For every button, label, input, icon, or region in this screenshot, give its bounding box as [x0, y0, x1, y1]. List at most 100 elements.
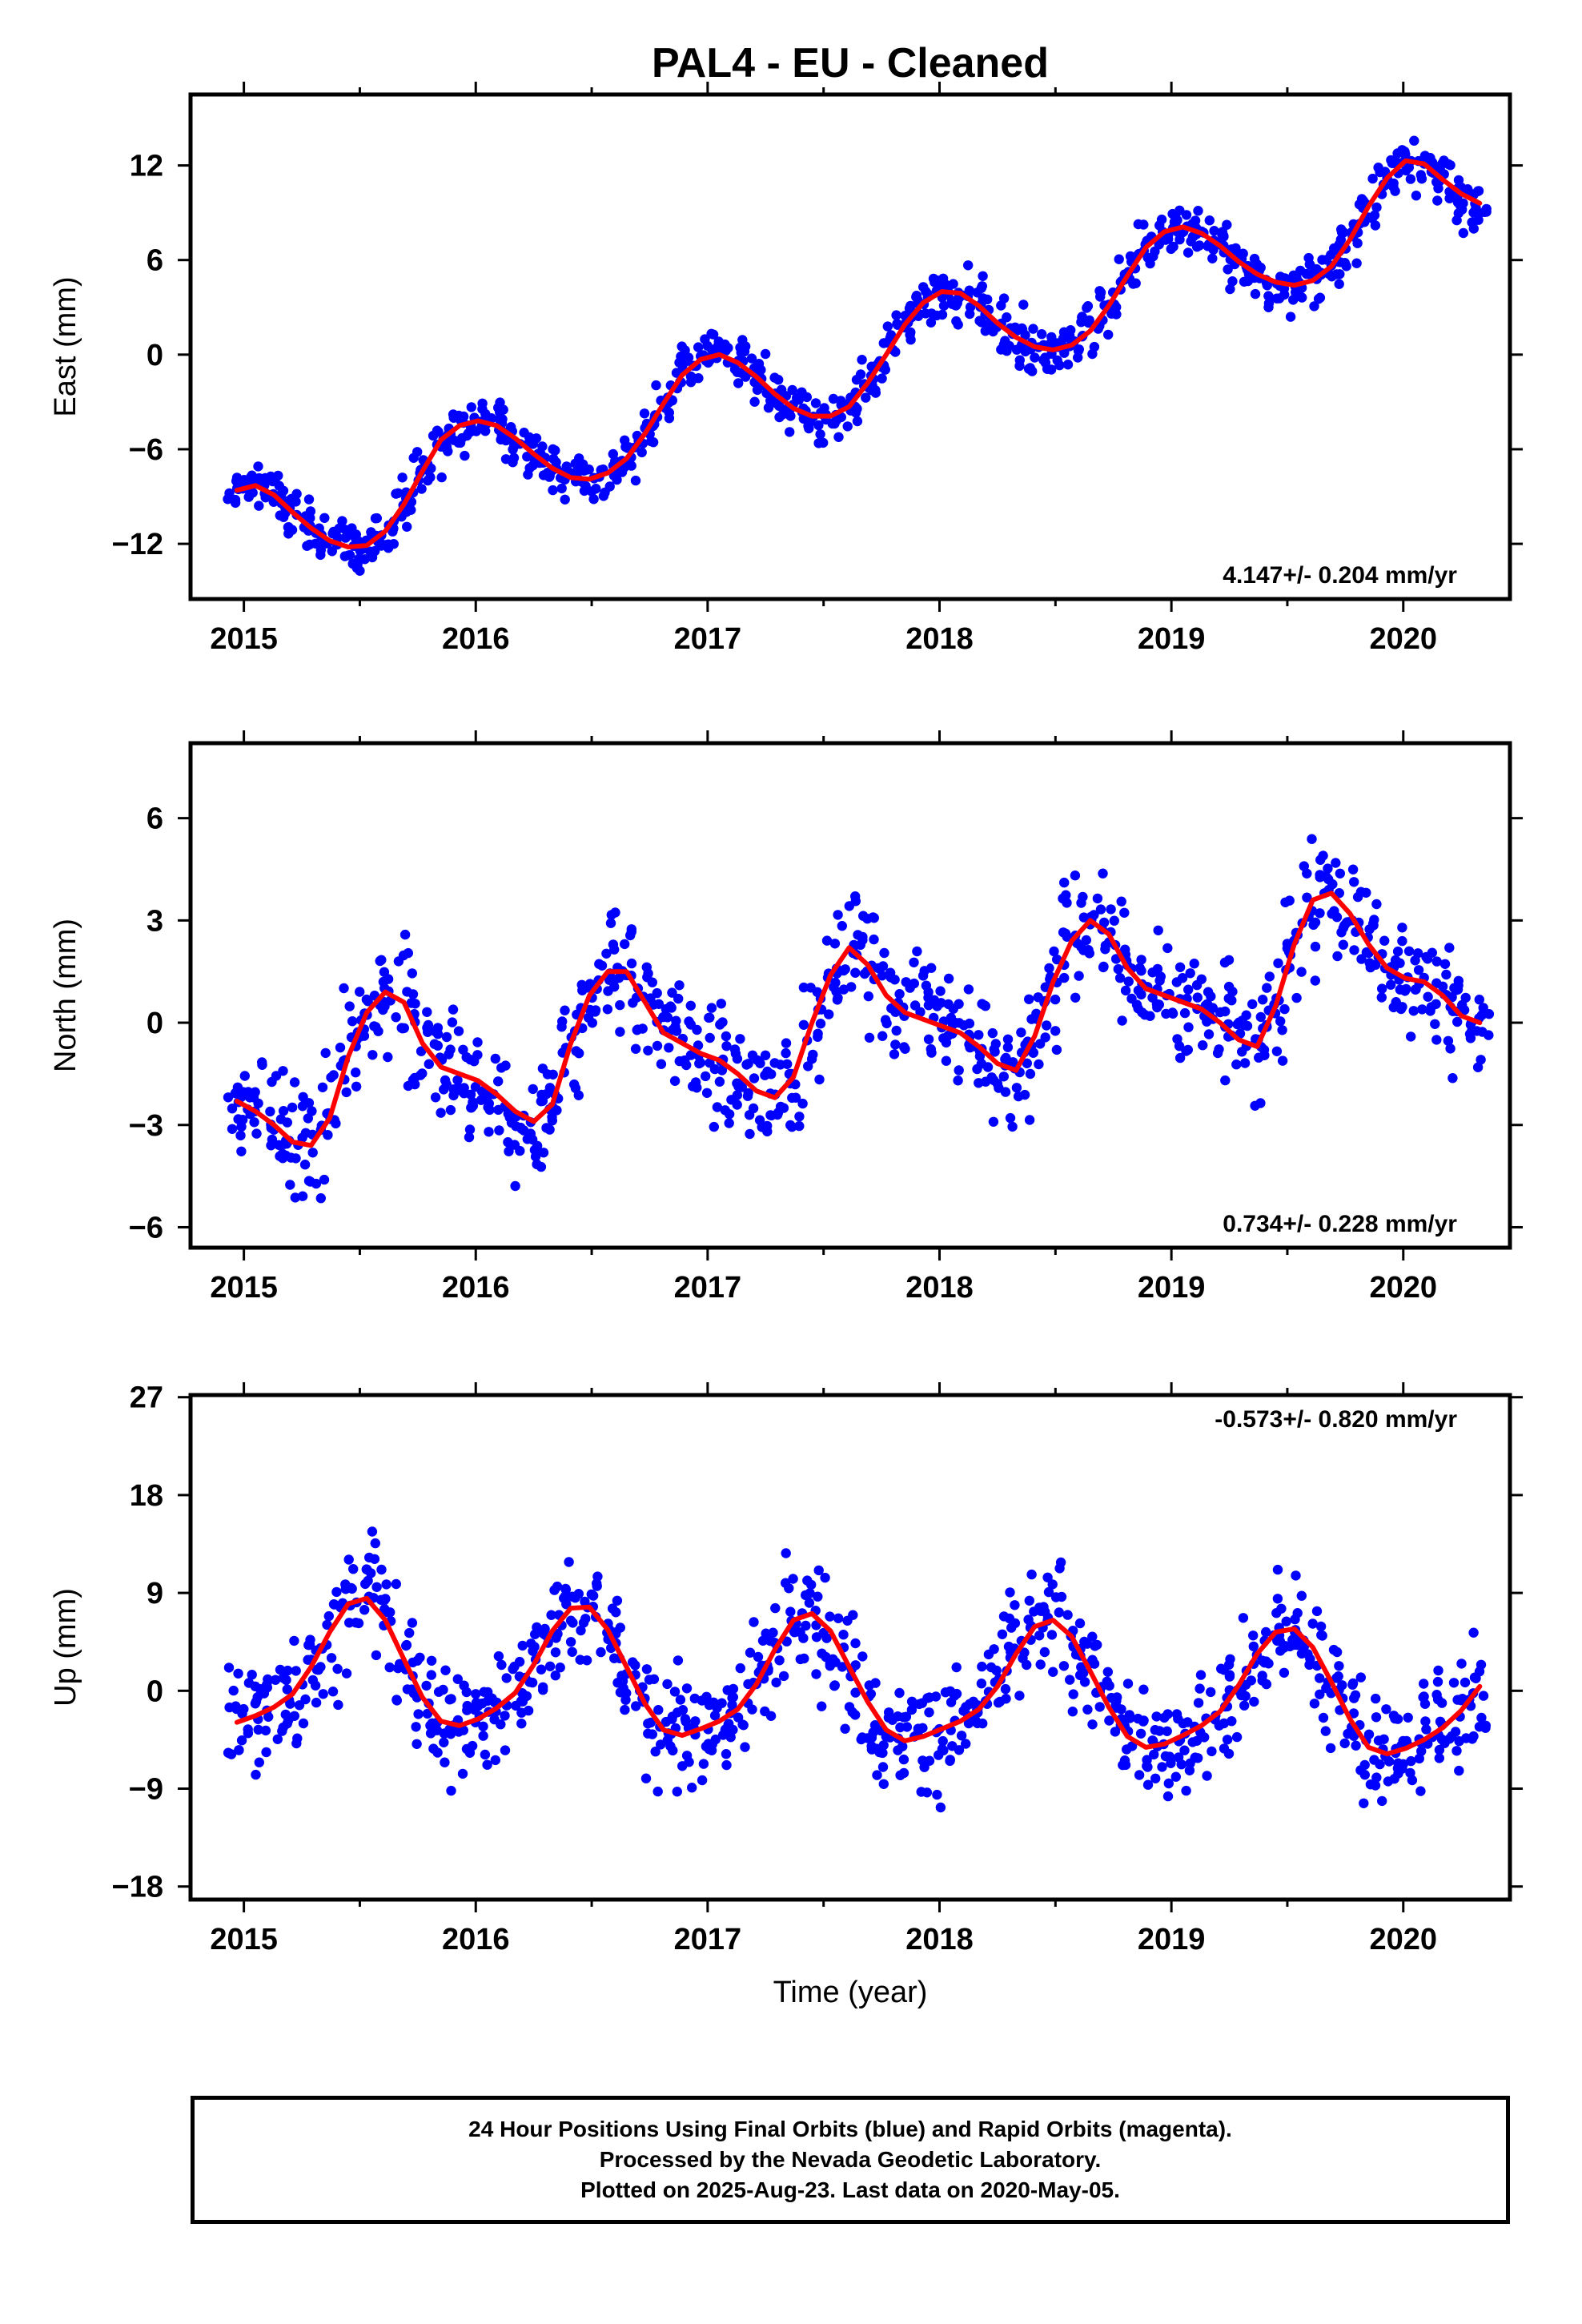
data-point — [1338, 939, 1349, 950]
data-point — [525, 1128, 536, 1139]
data-point — [855, 369, 866, 380]
data-point — [1160, 1751, 1171, 1762]
data-point — [307, 1675, 318, 1686]
data-point — [798, 982, 809, 993]
data-point — [1484, 1009, 1495, 1019]
data-point — [974, 1030, 984, 1040]
footer-line-3: Plotted on 2025-Aug-23. Last data on 202… — [580, 2177, 1120, 2202]
data-point — [1219, 231, 1229, 242]
data-point — [448, 1004, 459, 1015]
data-point — [919, 966, 930, 976]
plot-frame — [188, 741, 1512, 1250]
data-point — [626, 924, 636, 935]
data-point — [1476, 1659, 1487, 1670]
data-point — [1392, 946, 1403, 957]
data-point — [667, 987, 677, 998]
data-point — [857, 1651, 868, 1662]
data-point — [932, 275, 942, 286]
x-tick-label: 2017 — [674, 1271, 742, 1305]
data-point — [1397, 145, 1407, 155]
data-point — [904, 304, 915, 314]
data-point — [681, 1683, 693, 1694]
data-point — [1415, 1786, 1426, 1796]
data-point — [1311, 263, 1322, 275]
data-point — [641, 1664, 652, 1675]
data-point — [588, 1590, 599, 1601]
data-point — [1024, 1595, 1035, 1606]
data-point — [747, 1050, 758, 1061]
data-point — [1433, 183, 1443, 194]
data-point — [787, 384, 797, 396]
data-point — [270, 1675, 281, 1685]
data-point — [1444, 943, 1455, 953]
data-point — [1068, 1689, 1078, 1699]
data-point — [760, 348, 771, 360]
data-point — [380, 1594, 391, 1604]
data-point — [877, 971, 888, 981]
data-point — [924, 1707, 934, 1718]
data-point — [978, 293, 988, 304]
data-point — [1050, 1026, 1061, 1036]
data-point — [1304, 1659, 1315, 1671]
data-point — [806, 1579, 817, 1590]
data-point — [1332, 951, 1343, 962]
data-point — [1439, 155, 1449, 166]
data-point — [1311, 1606, 1323, 1617]
data-point — [275, 1664, 286, 1675]
data-point — [1318, 850, 1328, 861]
data-point — [1411, 191, 1422, 201]
data-point — [1421, 951, 1431, 963]
data-point — [351, 1068, 361, 1078]
data-point — [432, 1725, 443, 1735]
data-point — [347, 1016, 358, 1027]
data-point — [493, 1076, 504, 1087]
data-point — [996, 300, 1006, 311]
data-point — [1174, 962, 1186, 973]
data-point — [1051, 1044, 1062, 1055]
data-point — [317, 1082, 328, 1093]
data-point — [1098, 917, 1110, 928]
data-point — [852, 416, 863, 427]
data-point — [781, 1047, 791, 1059]
data-point — [1459, 1005, 1470, 1015]
data-point — [965, 308, 975, 320]
data-point — [1291, 1570, 1301, 1581]
data-point — [300, 1694, 311, 1705]
data-point — [821, 935, 833, 946]
data-point — [560, 1005, 570, 1015]
data-point — [1078, 1667, 1089, 1679]
data-point — [1386, 979, 1396, 990]
data-point — [1356, 954, 1367, 964]
data-point — [453, 437, 464, 448]
data-point — [811, 1669, 821, 1679]
footer-line-2: Processed by the Nevada Geodetic Laborat… — [599, 2147, 1102, 2172]
data-point — [1359, 1759, 1370, 1771]
data-point — [1334, 279, 1344, 289]
data-point — [423, 1027, 433, 1038]
data-point — [1452, 1016, 1463, 1027]
data-point — [445, 1044, 456, 1055]
data-point — [1193, 1753, 1203, 1763]
data-point — [946, 296, 958, 306]
timeseries-figure: PAL4 - EU - Cleaned 2015 2016 2017 2018 2019… — [49, 40, 1523, 2009]
data-point — [643, 1045, 653, 1056]
data-point — [1416, 174, 1427, 184]
data-point — [1022, 1058, 1033, 1069]
data-point — [1055, 1557, 1066, 1568]
data-point — [785, 1606, 796, 1617]
data-point — [948, 279, 958, 289]
data-point — [805, 983, 816, 993]
data-point — [770, 1602, 781, 1614]
panel-north: 2015 2016 2017 2018 2019 2020 −6 −3 0 3 6 North (mm… — [49, 730, 1523, 1305]
data-point — [1000, 1683, 1011, 1695]
data-point — [440, 1757, 450, 1767]
x-tick-label: 2020 — [1369, 1923, 1437, 1956]
data-point — [744, 1110, 755, 1120]
data-point — [1050, 1592, 1062, 1602]
data-point — [664, 408, 674, 418]
data-point — [1458, 198, 1468, 208]
data-point — [514, 1656, 525, 1667]
data-point — [1420, 1716, 1431, 1727]
data-point — [331, 1586, 342, 1598]
data-point — [704, 1012, 714, 1023]
